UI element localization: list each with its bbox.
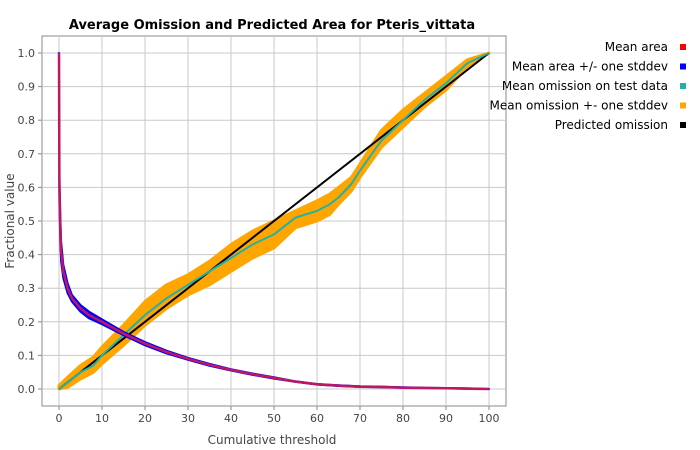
y-tick-label: 0.2 (18, 316, 36, 329)
axis-ticks: 0 10 20 30 40 50 60 70 80 90 100 0.0 0.1 0.2 0.3 0.4 0.5… (18, 47, 500, 425)
y-tick-label: 0.5 (18, 215, 36, 228)
legend-swatch (680, 102, 686, 109)
series-mean-omission (58, 52, 490, 390)
legend-label: Mean area +/- one stddev (512, 60, 668, 74)
y-tick-label: 0.3 (18, 282, 36, 295)
series-predicted-omission (58, 52, 490, 390)
legend: Mean area Mean area +/- one stddev Mean om… (490, 40, 686, 132)
legend-label: Mean omission on test data (502, 79, 668, 93)
y-tick-label: 0.6 (18, 181, 36, 194)
x-tick-label: 70 (353, 412, 367, 425)
legend-swatch (680, 122, 686, 128)
y-tick-label: 1.0 (18, 47, 36, 60)
y-tick-label: 0.1 (18, 349, 36, 362)
x-tick-label: 40 (224, 412, 238, 425)
x-tick-label: 20 (138, 412, 152, 425)
x-tick-label: 90 (439, 412, 453, 425)
legend-label: Mean omission +- one stddev (490, 99, 669, 113)
y-tick-label: 0.8 (18, 114, 36, 127)
legend-label: Predicted omission (555, 118, 668, 132)
legend-swatch (680, 83, 686, 89)
x-tick-label: 80 (396, 412, 410, 425)
y-tick-label: 0.0 (18, 383, 36, 396)
y-tick-label: 0.4 (18, 249, 36, 262)
series-mean-area (57, 52, 490, 391)
x-axis-label: Cumulative threshold (208, 433, 337, 447)
legend-label: Mean area (605, 40, 668, 54)
x-tick-label: 0 (56, 412, 63, 425)
legend-swatch (680, 63, 686, 70)
x-tick-label: 10 (95, 412, 109, 425)
x-tick-label: 50 (267, 412, 281, 425)
y-tick-label: 0.7 (18, 148, 36, 161)
plot-area: 0 10 20 30 40 50 60 70 80 90 100 0.0 0.1 0.2 0.3 0.4 0.5… (18, 35, 507, 425)
x-tick-label: 60 (310, 412, 324, 425)
x-tick-label: 30 (181, 412, 195, 425)
y-tick-label: 0.9 (18, 81, 36, 94)
x-tick-label: 100 (479, 412, 500, 425)
y-axis-label: Fractional value (3, 173, 17, 268)
chart-title: Average Omission and Predicted Area for … (69, 18, 475, 33)
series-layer (57, 51, 491, 391)
legend-swatch (680, 44, 686, 50)
